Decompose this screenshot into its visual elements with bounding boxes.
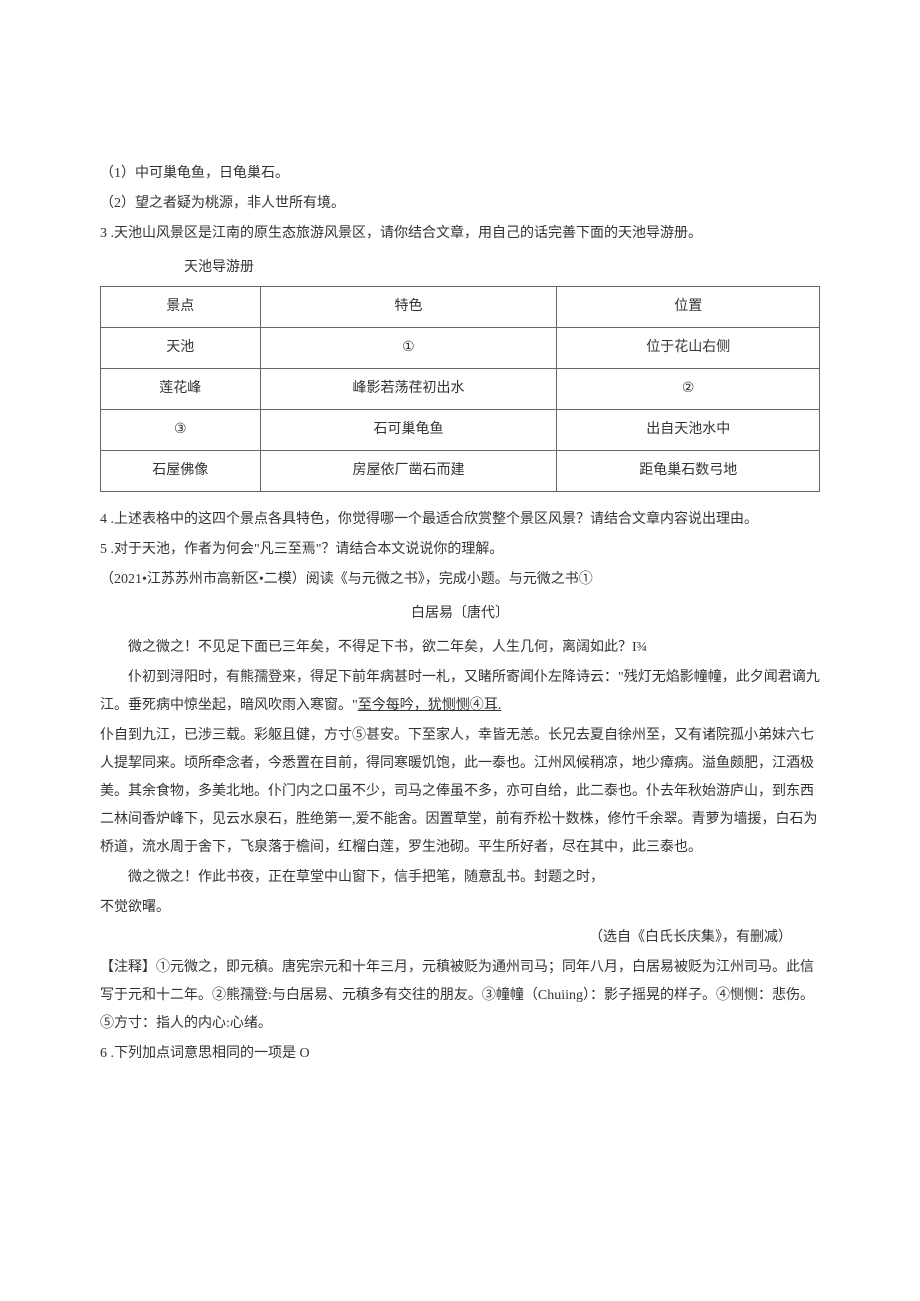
question-3: 3 .天池山风景区是江南的原生态旅游风景区，请你结合文章，用自己的话完善下面的天… [100,220,820,248]
table-header-row: 景点 特色 位置 [101,287,820,328]
table-row: 天池 ① 位于花山右侧 [101,328,820,369]
para2-underline: 至今每吟，犹恻恻④耳. [358,698,502,713]
passage-intro: （2021•江苏苏州市高新区•二模）阅读《与元微之书》，完成小题。与元微之书① [100,566,820,594]
cell-spot-2: 莲花峰 [101,369,261,410]
passage-para-1: 微之微之！不见足下面已三年矣，不得足下书，欲二年矣，人生几何，离阔如此？I¾ [100,634,820,662]
question-4: 4 .上述表格中的这四个景点各具特色，你觉得哪一个最适合欣赏整个景区风景？请结合… [100,506,820,534]
cell-location-2: ② [557,369,820,410]
cell-location-4: 距龟巢石数弓地 [557,451,820,492]
passage-para-3: 仆自到九江，已涉三载。彩躯且健，方寸⑤甚安。下至家人，幸皆无恙。长兄去夏自徐州至… [100,722,820,862]
header-spot: 景点 [101,287,261,328]
source-line: （选自《白氏长庆集》，有删减） [100,924,820,952]
cell-location-3: 出自天池水中 [557,410,820,451]
blank-1: ① [402,334,415,362]
blank-3: ③ [174,416,187,444]
question-6: 6 .下列加点词意思相同的一项是 O [100,1040,820,1068]
item-2: （2）望之者疑为桃源，非人世所有境。 [100,190,820,218]
blank-2: ② [682,375,695,403]
cell-spot-3: ③ [101,410,261,451]
table-title: 天池导游册 [184,254,820,282]
cell-feature-2: 峰影若荡荏初出水 [260,369,557,410]
header-feature: 特色 [260,287,557,328]
item-1: （1）中可巢龟鱼，日龟巢石。 [100,160,820,188]
guide-table: 景点 特色 位置 天池 ① 位于花山右侧 莲花峰 峰影若荡荏初出水 ② ③ 石可… [100,286,820,492]
annotation-note: 【注释】①元微之，即元稹。唐宪宗元和十年三月，元稹被贬为通州司马；同年八月，白居… [100,954,820,1038]
author-line: 白居易〔唐代〕 [100,600,820,628]
passage-para-4b: 不觉欲曙。 [100,894,820,922]
table-row: 石屋佛像 房屋依厂凿石而建 距龟巢石数弓地 [101,451,820,492]
passage-para-4a: 微之微之！作此书夜，正在草堂中山窗下，信手把笔，随意乱书。封题之时， [100,864,820,892]
table-row: 莲花峰 峰影若荡荏初出水 ② [101,369,820,410]
cell-spot-4: 石屋佛像 [101,451,261,492]
cell-feature-1: ① [260,328,557,369]
cell-feature-3: 石可巢龟鱼 [260,410,557,451]
cell-spot-1: 天池 [101,328,261,369]
cell-feature-4: 房屋依厂凿石而建 [260,451,557,492]
cell-location-1: 位于花山右侧 [557,328,820,369]
passage-para-2: 仆初到浔阳时，有熊孺登来，得足下前年病甚时一札，又睹所寄闻仆左降诗云："残灯无焰… [100,664,820,720]
question-5: 5 .对于天池，作者为何会"凡三至焉"？请结合本文说说你的理解。 [100,536,820,564]
header-location: 位置 [557,287,820,328]
table-row: ③ 石可巢龟鱼 出自天池水中 [101,410,820,451]
